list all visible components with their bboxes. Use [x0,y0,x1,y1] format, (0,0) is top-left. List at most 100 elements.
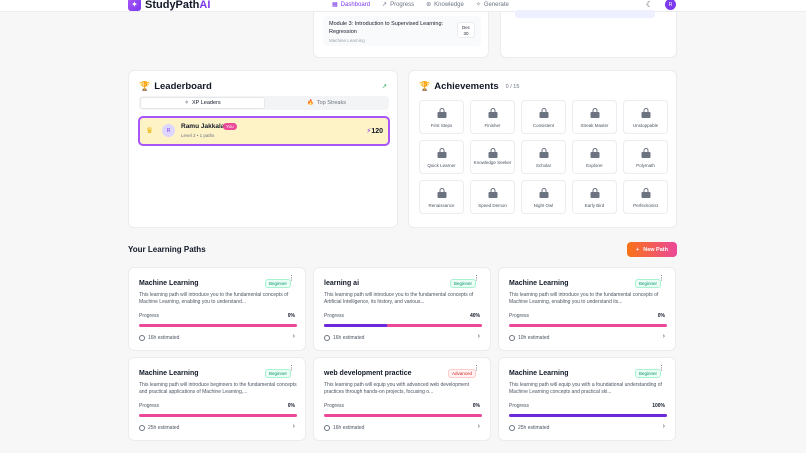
path-title: learning ai [324,280,360,287]
path-title: Machine Learning [139,370,199,377]
lock-icon [539,148,548,158]
tab-xp-leaders[interactable]: ✧ XP Leaders [140,97,265,109]
achievement-badge[interactable]: Early Bird [572,180,617,214]
more-vertical-icon[interactable]: ⋮ [473,275,480,282]
more-vertical-icon[interactable]: ⋮ [658,365,665,372]
achievement-badge[interactable]: Finisher [470,100,515,134]
user-level: Level 2 • 1 paths [181,133,215,138]
progress-label: Progress [139,313,160,319]
learning-path-card[interactable]: web development practice Advanced ⋮ This le… [313,357,491,441]
estimated-time: 16h estimated [324,425,364,431]
achievement-badge[interactable]: Quick Learner [419,140,464,174]
progress-value: 0% [472,403,480,409]
achievement-badge[interactable]: Explorer [572,140,617,174]
dashboard-icon: ▦ [332,2,338,8]
estimated-time: 25h estimated [509,425,549,431]
you-badge: You [223,123,237,130]
progress-bar [139,324,297,327]
progress-label: Progress [509,313,530,319]
lock-icon [590,108,599,118]
achievements-card: 🏆 Achievements 0 / 15 First Steps Finisher C… [408,70,677,228]
achievement-badge[interactable]: Renaissance [419,180,464,214]
estimated-time: 25h estimated [139,425,179,431]
module-title: Module 3: Introduction to Supervised Lea… [329,21,444,35]
chevron-right-icon[interactable]: › [662,423,665,430]
app-name: StudyPathAI [145,0,211,11]
badge-label: Perfectionist [633,203,658,208]
upcoming-module[interactable]: Module 3: Introduction to Supervised Lea… [323,16,481,46]
progress-label: Progress [509,403,530,409]
path-description: This learning path will introduce you to… [139,292,289,305]
achievement-badge[interactable]: Speed Demon [470,180,515,214]
achievement-badge[interactable]: Knowledge Seeker [470,140,515,174]
lock-icon [641,188,650,198]
learning-path-card[interactable]: Machine Learning Beginner ⋮ This learning p… [498,357,676,441]
chevron-right-icon[interactable]: › [662,333,665,340]
more-vertical-icon[interactable]: ⋮ [288,275,295,282]
path-description: This learning path will equip you with a… [324,382,470,395]
user-avatar[interactable]: R [665,0,676,10]
learning-path-card[interactable]: learning ai Beginner ⋮ This learning path w… [313,267,491,351]
new-path-button[interactable]: + New Path [627,242,677,257]
achievement-badge[interactable]: Night Owl [521,180,566,214]
leaderboard-entry[interactable]: ♛ R Ramu Jakkala You Level 2 • 1 paths ⚡… [138,116,390,146]
achievement-badge[interactable]: Streak Master [572,100,617,134]
achievement-badge[interactable]: Polymath [623,140,668,174]
achievement-badge[interactable]: Scholar [521,140,566,174]
badge-label: Polymath [636,163,655,168]
learning-path-card[interactable]: Machine Learning Beginner ⋮ This learning p… [498,267,676,351]
clock-icon [324,335,330,341]
sparkle-icon: ✧ [475,2,481,8]
chevron-right-icon[interactable]: › [292,333,295,340]
more-vertical-icon[interactable]: ⋮ [288,365,295,372]
badge-grid: First Steps Finisher Consistent Streak Mast… [419,100,668,214]
trending-up-icon: ↗ [381,84,387,90]
chevron-right-icon[interactable]: › [477,423,480,430]
chevron-right-icon[interactable]: › [477,333,480,340]
level-badge: Beginner [634,369,661,378]
lock-icon [437,188,446,198]
progress-value: 0% [657,313,665,319]
progress-bar [324,324,482,327]
app-logo[interactable]: ✦ StudyPathAI [128,0,210,11]
level-badge: Beginner [634,279,661,288]
more-vertical-icon[interactable]: ⋮ [473,365,480,372]
achievements-title: 🏆 Achievements 0 / 15 [419,81,520,92]
progress-fill [324,324,388,327]
lock-icon [488,148,497,158]
progress-value: 100% [652,403,665,409]
achievement-badge[interactable]: Unstoppable [623,100,668,134]
flame-icon: 🔥 [307,100,314,106]
path-description: This learning path will equip you with a… [509,382,662,395]
learning-path-card[interactable]: Machine Learning Beginner ⋮ This learning p… [128,357,306,441]
chevron-right-icon[interactable]: › [292,423,295,430]
trophy-icon: 🏆 [419,81,431,91]
nav-dashboard[interactable]: ▦ Dashboard [332,1,371,9]
nav-generate[interactable]: ✧ Generate [475,1,509,9]
lock-icon [488,188,497,198]
lock-icon [641,108,650,118]
badge-label: Unstoppable [632,123,659,128]
tab-top-streaks[interactable]: 🔥 Top Streaks [307,100,346,106]
path-description: This learning path will introduce beginn… [139,382,297,395]
clock-icon [139,335,145,341]
lock-icon [437,108,446,118]
more-vertical-icon[interactable]: ⋮ [658,275,665,282]
achievement-badge[interactable]: Consistent [521,100,566,134]
nav-knowledge[interactable]: ⊛ Knowledge [426,1,464,9]
path-description: This learning path will introduce you to… [324,292,474,305]
progress-label: Progress [324,313,345,319]
progress-bar [509,324,667,327]
lock-icon [641,148,650,158]
learning-path-card[interactable]: Machine Learning Beginner ⋮ This learning p… [128,267,306,351]
path-description: This learning path will introduce you to… [509,292,659,305]
achievement-badge[interactable]: First Steps [419,100,464,134]
badge-label: Quick Learner [427,163,456,168]
upcoming-card: Module 3: Introduction to Supervised Lea… [313,12,489,58]
achievements-count: 0 / 15 [505,83,520,90]
leaderboard-title: 🏆 Leaderboard [139,81,212,92]
nav-progress[interactable]: ↗ Progress [382,1,415,9]
level-badge: Beginner [264,279,291,288]
achievement-badge[interactable]: Perfectionist [623,180,668,214]
theme-toggle-moon-icon[interactable]: ☾ [646,0,654,9]
